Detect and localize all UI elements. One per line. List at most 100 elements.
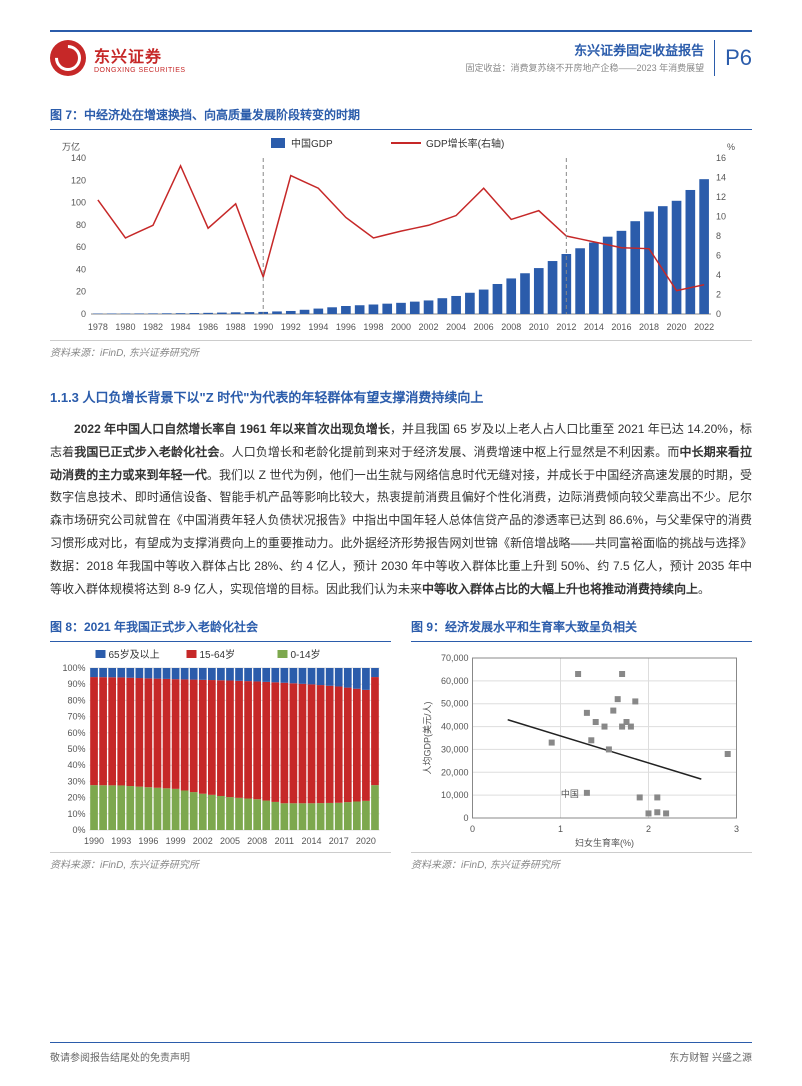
svg-text:140: 140 — [71, 153, 86, 163]
svg-text:14: 14 — [716, 173, 726, 183]
svg-text:10%: 10% — [67, 809, 85, 819]
svg-text:10,000: 10,000 — [441, 791, 469, 801]
svg-text:%: % — [727, 142, 735, 152]
svg-text:2006: 2006 — [474, 322, 494, 332]
svg-text:0: 0 — [81, 309, 86, 319]
report-subtitle: 固定收益：消费复苏绕不开房地产企稳——2023 年消费展望 — [466, 61, 705, 74]
svg-text:1984: 1984 — [171, 322, 191, 332]
svg-text:3: 3 — [734, 824, 739, 834]
company-logo-icon — [50, 40, 86, 76]
section-heading: 1.1.3 人口负增长背景下以"Z 时代"为代表的年轻群体有望支撑消费持续向上 — [50, 387, 752, 406]
svg-text:2005: 2005 — [220, 836, 240, 846]
svg-text:30,000: 30,000 — [441, 745, 469, 755]
fig8-title: 图 8：2021 年我国正式步入老龄化社会 — [50, 618, 391, 635]
svg-text:60%: 60% — [67, 728, 85, 738]
svg-text:万亿: 万亿 — [62, 141, 80, 152]
svg-text:40%: 40% — [67, 761, 85, 771]
svg-text:1980: 1980 — [115, 322, 135, 332]
page-number: P6 — [714, 40, 752, 76]
svg-text:1982: 1982 — [143, 322, 163, 332]
svg-text:4: 4 — [716, 270, 721, 280]
svg-text:40: 40 — [76, 264, 86, 274]
svg-text:16: 16 — [716, 153, 726, 163]
svg-text:2011: 2011 — [275, 836, 294, 846]
svg-text:2014: 2014 — [584, 322, 604, 332]
logo-area: 东兴证券 DONGXING SECURITIES — [50, 40, 186, 76]
svg-text:人均GDP(美元/人): 人均GDP(美元/人) — [422, 702, 433, 775]
logo-text-en: DONGXING SECURITIES — [94, 67, 186, 74]
svg-text:30%: 30% — [67, 777, 85, 787]
svg-text:中国GDP: 中国GDP — [291, 137, 333, 150]
svg-text:1996: 1996 — [336, 322, 356, 332]
svg-text:1999: 1999 — [166, 836, 186, 846]
svg-text:8: 8 — [716, 231, 721, 241]
svg-text:2002: 2002 — [193, 836, 213, 846]
fig8-chart: 65岁及以上 15-64岁 0-14岁 0% 10% 20% 30% 40% 50% 60% 70%… — [50, 641, 391, 848]
fig9-title: 图 9：经济发展水平和生育率大致呈负相关 — [411, 618, 752, 635]
svg-text:0: 0 — [470, 824, 475, 834]
svg-text:中国: 中国 — [561, 788, 579, 799]
svg-text:2004: 2004 — [446, 322, 466, 332]
svg-text:2020: 2020 — [667, 322, 687, 332]
svg-text:2008: 2008 — [247, 836, 267, 846]
svg-text:2000: 2000 — [391, 322, 411, 332]
footer-disclaimer: 敬请参阅报告结尾处的免责声明 — [50, 1049, 190, 1064]
logo-text-cn: 东兴证券 — [94, 43, 186, 67]
svg-text:12: 12 — [716, 192, 726, 202]
svg-text:1: 1 — [558, 824, 563, 834]
svg-text:50,000: 50,000 — [441, 699, 469, 709]
page-header: 东兴证券 DONGXING SECURITIES 东兴证券固定收益报告 固定收益… — [50, 30, 752, 76]
svg-text:70,000: 70,000 — [441, 653, 469, 663]
svg-text:100%: 100% — [62, 663, 85, 673]
fig9-source: 资料来源：iFinD, 东兴证券研究所 — [411, 852, 752, 871]
svg-text:60,000: 60,000 — [441, 676, 469, 686]
svg-text:GDP增长率(右轴): GDP增长率(右轴) — [426, 137, 504, 150]
svg-text:20%: 20% — [67, 793, 85, 803]
svg-text:120: 120 — [71, 175, 86, 185]
svg-text:65岁及以上: 65岁及以上 — [109, 648, 160, 661]
page-footer: 敬请参阅报告结尾处的免责声明 东方财智 兴盛之源 — [50, 1042, 752, 1064]
svg-text:6: 6 — [716, 251, 721, 261]
svg-text:80: 80 — [76, 220, 86, 230]
svg-text:2012: 2012 — [556, 322, 576, 332]
svg-text:1992: 1992 — [281, 322, 301, 332]
svg-text:80%: 80% — [67, 696, 85, 706]
svg-text:2017: 2017 — [329, 836, 349, 846]
svg-text:60: 60 — [76, 242, 86, 252]
svg-text:0: 0 — [463, 813, 468, 823]
svg-text:0%: 0% — [72, 825, 85, 835]
svg-text:15-64岁: 15-64岁 — [200, 648, 236, 661]
svg-text:20: 20 — [76, 287, 86, 297]
svg-text:70%: 70% — [67, 712, 85, 722]
fig8-source: 资料来源：iFinD, 东兴证券研究所 — [50, 852, 391, 871]
svg-text:1978: 1978 — [88, 322, 108, 332]
report-title: 东兴证券固定收益报告 — [466, 40, 705, 59]
svg-text:2022: 2022 — [694, 322, 714, 332]
svg-text:1994: 1994 — [308, 322, 328, 332]
svg-text:40,000: 40,000 — [441, 722, 469, 732]
svg-text:100: 100 — [71, 198, 86, 208]
svg-text:2002: 2002 — [419, 322, 439, 332]
svg-text:1988: 1988 — [226, 322, 246, 332]
svg-text:2014: 2014 — [302, 836, 322, 846]
svg-text:2016: 2016 — [611, 322, 631, 332]
fig7-chart: 中国GDP GDP增长率(右轴) 万亿% 0 20 40 60 80 100 120 140 0 2 4 6… — [50, 129, 752, 336]
svg-text:0-14岁: 0-14岁 — [291, 648, 321, 661]
svg-text:1990: 1990 — [253, 322, 273, 332]
svg-text:1996: 1996 — [138, 836, 158, 846]
fig9-chart: 0 10,000 20,000 30,000 40,000 50,000 60,000 70,… — [411, 641, 752, 848]
svg-text:0: 0 — [716, 309, 721, 319]
svg-text:2: 2 — [716, 290, 721, 300]
svg-text:妇女生育率(%): 妇女生育率(%) — [575, 837, 634, 848]
svg-text:50%: 50% — [67, 744, 85, 754]
svg-text:2010: 2010 — [529, 322, 549, 332]
svg-text:2020: 2020 — [356, 836, 376, 846]
svg-text:2008: 2008 — [501, 322, 521, 332]
svg-text:20,000: 20,000 — [441, 768, 469, 778]
svg-text:1986: 1986 — [198, 322, 218, 332]
svg-text:2: 2 — [646, 824, 651, 834]
section-paragraph: 2022 年中国人口自然增长率自 1961 年以来首次出现负增长，并且我国 65… — [50, 418, 752, 600]
svg-text:10: 10 — [716, 212, 726, 222]
svg-text:90%: 90% — [67, 680, 85, 690]
svg-text:2018: 2018 — [639, 322, 659, 332]
